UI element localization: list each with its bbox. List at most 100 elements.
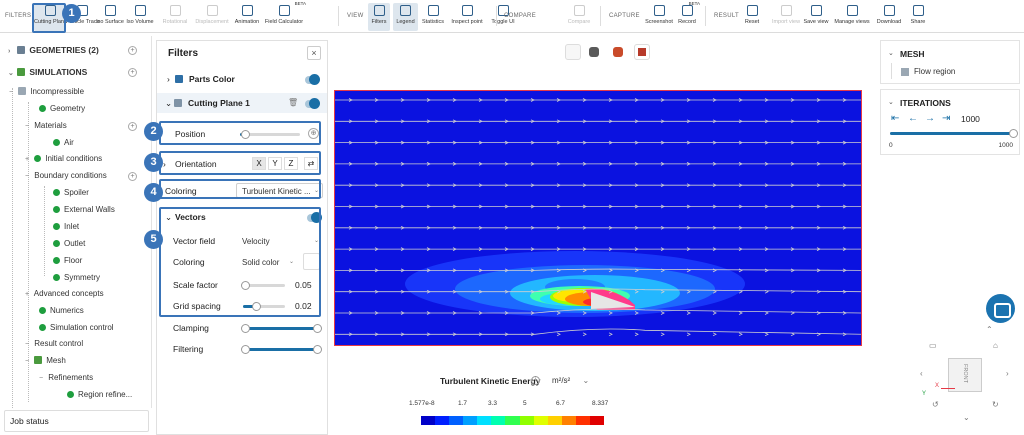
clamping-slider-min-knob[interactable] xyxy=(241,324,250,333)
vectors-toggle[interactable] xyxy=(307,212,322,223)
cutting-plane-row[interactable]: ⌄ Cutting Plane 1 🗑 xyxy=(157,93,327,113)
previous-iteration-icon[interactable]: ← xyxy=(908,113,918,124)
target-icon[interactable]: ⊕ xyxy=(308,128,319,139)
tree-outlet[interactable]: Outlet xyxy=(53,239,85,253)
view-mode-mesh-icon[interactable] xyxy=(634,44,650,60)
position-slider[interactable] xyxy=(240,130,300,139)
cutting-plane-toggle[interactable] xyxy=(305,98,320,109)
tree-boundary-conditions[interactable]: − Boundary conditions xyxy=(25,171,107,180)
rotate-left-icon[interactable]: ↺ xyxy=(932,400,939,409)
camera-icon[interactable]: ▭ xyxy=(929,341,937,350)
tree-external-walls[interactable]: External Walls xyxy=(53,205,115,219)
animation-button[interactable]: Animation xyxy=(232,3,262,31)
view-cube-navigator[interactable]: ⌃ ▭ ⌂ ‹ › FRONT X Y ↺ ↻ ⌄ xyxy=(918,325,1014,425)
tree-symmetry[interactable]: Symmetry xyxy=(53,273,100,287)
tree-simulation-control[interactable]: Simulation control xyxy=(39,323,114,337)
save-view-button[interactable]: Save view xyxy=(802,3,830,31)
clamping-slider-max-knob[interactable] xyxy=(313,324,322,333)
add-material-icon[interactable]: + xyxy=(128,122,137,131)
tree-air[interactable]: Air xyxy=(53,138,74,152)
tree-geometry[interactable]: Geometry xyxy=(39,104,85,118)
first-iteration-icon[interactable]: ⇤ xyxy=(891,113,900,124)
chevron-right-icon[interactable]: › xyxy=(1006,369,1009,378)
inspect-point-button[interactable]: Inspect point xyxy=(448,3,486,31)
iteration-slider-knob[interactable] xyxy=(1009,129,1018,138)
record-button[interactable]: Record BETA xyxy=(676,1,700,31)
tree-result-control[interactable]: − Result control xyxy=(25,339,84,348)
legend-unit[interactable]: m²/s² ⌄ xyxy=(552,376,590,385)
chevron-down-icon[interactable]: ⌄ xyxy=(888,50,894,57)
compare-button[interactable]: Compare xyxy=(565,3,593,31)
scale-factor-slider[interactable] xyxy=(241,281,285,290)
axis-z-button[interactable]: Z xyxy=(284,157,298,170)
vector-field-select[interactable]: Velocity ⌄ xyxy=(236,233,323,248)
tree-spoiler[interactable]: Spoiler xyxy=(53,188,89,202)
field-calculator-button[interactable]: Field Calculator BETA xyxy=(264,1,306,31)
rotate-right-icon[interactable]: ↻ xyxy=(992,400,999,409)
iso-surface-button[interactable]: Iso Surface xyxy=(96,3,124,31)
add-simulation-icon[interactable]: + xyxy=(128,68,137,77)
reset-button[interactable]: Reset xyxy=(742,3,762,31)
tree-geometries[interactable]: › GEOMETRIES (2) xyxy=(8,45,99,55)
filters-button[interactable]: Filters xyxy=(368,3,390,31)
position-slider-knob[interactable] xyxy=(240,130,250,139)
axis-x-button[interactable]: X xyxy=(252,157,266,170)
iteration-slider[interactable] xyxy=(890,129,1018,138)
job-status-bar[interactable]: Job status xyxy=(4,410,149,432)
view-mode-surface-icon[interactable] xyxy=(565,44,581,60)
last-iteration-icon[interactable]: ⇥ xyxy=(942,113,951,124)
chevron-up-icon[interactable]: ⌃ xyxy=(986,325,993,334)
legend-button[interactable]: Legend xyxy=(393,3,418,31)
download-button[interactable]: Download xyxy=(875,3,903,31)
manage-views-button[interactable]: Manage views xyxy=(832,3,872,31)
rotational-button[interactable]: Rotational xyxy=(158,3,192,31)
screenshot-button[interactable]: Screenshot xyxy=(643,3,675,31)
tree-inlet[interactable]: Inlet xyxy=(53,222,79,236)
close-icon[interactable]: × xyxy=(307,46,321,60)
cutting-plane-button[interactable]: Cutting Plane xyxy=(34,3,67,31)
flip-orientation-icon[interactable]: ⇄ xyxy=(304,157,318,170)
view-mode-solid-icon[interactable] xyxy=(589,47,599,57)
chevron-down-icon[interactable]: ⌄ xyxy=(963,413,970,422)
info-icon[interactable]: i xyxy=(531,376,540,385)
scale-factor-slider-knob[interactable] xyxy=(241,281,251,290)
import-view-button[interactable]: Import view xyxy=(768,3,804,31)
filtering-slider-max-knob[interactable] xyxy=(313,345,322,354)
next-iteration-icon[interactable]: → xyxy=(925,113,935,124)
tree-floor[interactable]: Floor xyxy=(53,256,82,270)
vector-coloring-select[interactable]: Solid color ⌄ xyxy=(236,254,298,269)
chevron-left-icon[interactable]: ‹ xyxy=(920,369,923,378)
axis-y-button[interactable]: Y xyxy=(268,157,282,170)
tree-numerics[interactable]: Numerics xyxy=(39,306,84,320)
view-mode-wireframe-icon[interactable] xyxy=(613,47,623,57)
parts-color-toggle[interactable] xyxy=(305,74,320,85)
toggle-ui-button[interactable]: Toggle UI xyxy=(490,3,516,31)
tree-initial-conditions[interactable]: + Initial conditions xyxy=(25,154,103,163)
vectors-row[interactable]: ⌄ Vectors xyxy=(163,207,323,227)
3d-viewport[interactable] xyxy=(334,90,862,346)
chevron-down-icon[interactable]: ⌄ xyxy=(888,99,894,106)
flow-region-label[interactable]: Flow region xyxy=(914,67,956,76)
grid-spacing-slider-knob[interactable] xyxy=(251,302,261,311)
tree-mesh[interactable]: − Mesh xyxy=(25,356,66,365)
filtering-slider-min-knob[interactable] xyxy=(241,345,250,354)
grid-spacing-slider[interactable] xyxy=(243,302,285,311)
add-boundary-condition-icon[interactable]: + xyxy=(128,172,137,181)
add-geometry-icon[interactable]: + xyxy=(128,46,137,55)
tree-region-refinement[interactable]: Region refine... xyxy=(67,390,132,404)
chat-support-button[interactable] xyxy=(986,294,1015,323)
iso-volume-button[interactable]: Iso Volume xyxy=(124,3,156,31)
tree-refinements[interactable]: − Refinements xyxy=(39,373,94,382)
share-button[interactable]: Share xyxy=(908,3,928,31)
view-cube[interactable]: FRONT xyxy=(948,358,982,392)
tree-incompressible[interactable]: − Incompressible xyxy=(9,87,85,96)
trash-icon[interactable]: 🗑 xyxy=(288,98,299,107)
statistics-button[interactable]: Statistics xyxy=(420,3,446,31)
tree-simulations[interactable]: ⌄ SIMULATIONS xyxy=(8,67,88,77)
filtering-slider[interactable] xyxy=(241,345,322,354)
tree-materials[interactable]: − Materials xyxy=(25,121,67,130)
displacement-button[interactable]: Displacement xyxy=(192,3,232,31)
home-icon[interactable]: ⌂ xyxy=(993,341,998,350)
clamping-slider[interactable] xyxy=(241,324,322,333)
parts-color-row[interactable]: › Parts Color xyxy=(163,69,323,89)
